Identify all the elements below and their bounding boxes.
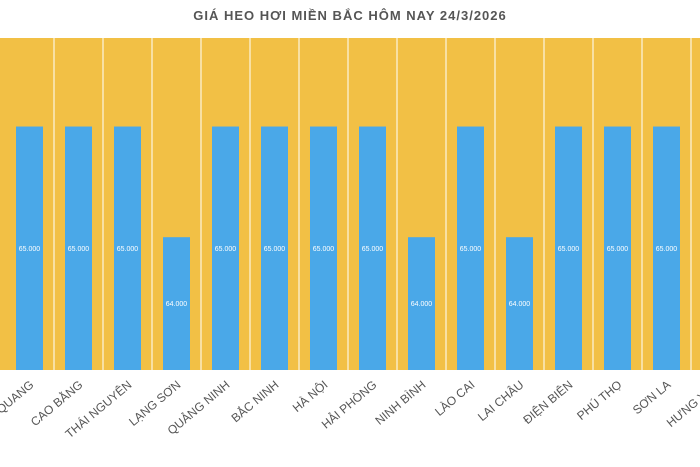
bar	[604, 126, 631, 371]
bar	[261, 126, 288, 371]
chart-title: GIÁ HEO HƠI MIỀN BẮC HÔM NAY 24/3/2026	[193, 8, 507, 23]
data-label: 65.000	[558, 246, 580, 253]
x-tick-label: HÀ NỘI	[289, 377, 330, 415]
data-label: 64.000	[509, 301, 531, 308]
x-tick-label: LÀO CAI	[432, 377, 478, 419]
bar	[408, 237, 435, 370]
x-tick-label: ĐIỆN BIÊN	[520, 377, 576, 427]
x-tick-label: SƠN LA	[630, 378, 673, 418]
data-label: 65.000	[313, 246, 335, 253]
data-label: 65.000	[460, 246, 482, 253]
bar	[310, 126, 337, 371]
bars-group	[16, 126, 680, 371]
bar	[65, 126, 92, 371]
bar	[114, 126, 141, 371]
bar	[653, 126, 680, 371]
bar	[457, 126, 484, 371]
bar	[212, 126, 239, 371]
data-label: 64.000	[411, 301, 433, 308]
x-tick-label: TUYÊN QUANG	[0, 377, 36, 445]
x-tick-label: LAI CHÂU	[474, 377, 526, 424]
data-label: 65.000	[607, 246, 629, 253]
data-label: 65.000	[68, 246, 90, 253]
plot-background	[0, 38, 700, 370]
x-tick-label: NINH BÌNH	[372, 377, 429, 428]
data-label: 64.000	[166, 301, 188, 308]
bar	[359, 126, 386, 371]
value-labels-group: 65.000 65.000 65.000 64.000 65.000 65.000 65.0…	[19, 246, 678, 308]
data-label: 65.000	[215, 246, 237, 253]
plot-area	[0, 38, 700, 370]
data-label: 65.000	[117, 246, 139, 253]
data-label: 65.000	[656, 246, 678, 253]
bar	[16, 126, 43, 371]
bar	[555, 126, 582, 371]
x-tick-label: PHÚ THỌ	[574, 377, 625, 423]
data-label: 65.000	[264, 246, 286, 253]
data-label: 65.000	[19, 246, 41, 253]
data-label: 65.000	[362, 246, 384, 253]
bar	[163, 237, 190, 370]
x-tick-label: BẮC NINH	[228, 377, 282, 425]
bar	[506, 237, 533, 370]
